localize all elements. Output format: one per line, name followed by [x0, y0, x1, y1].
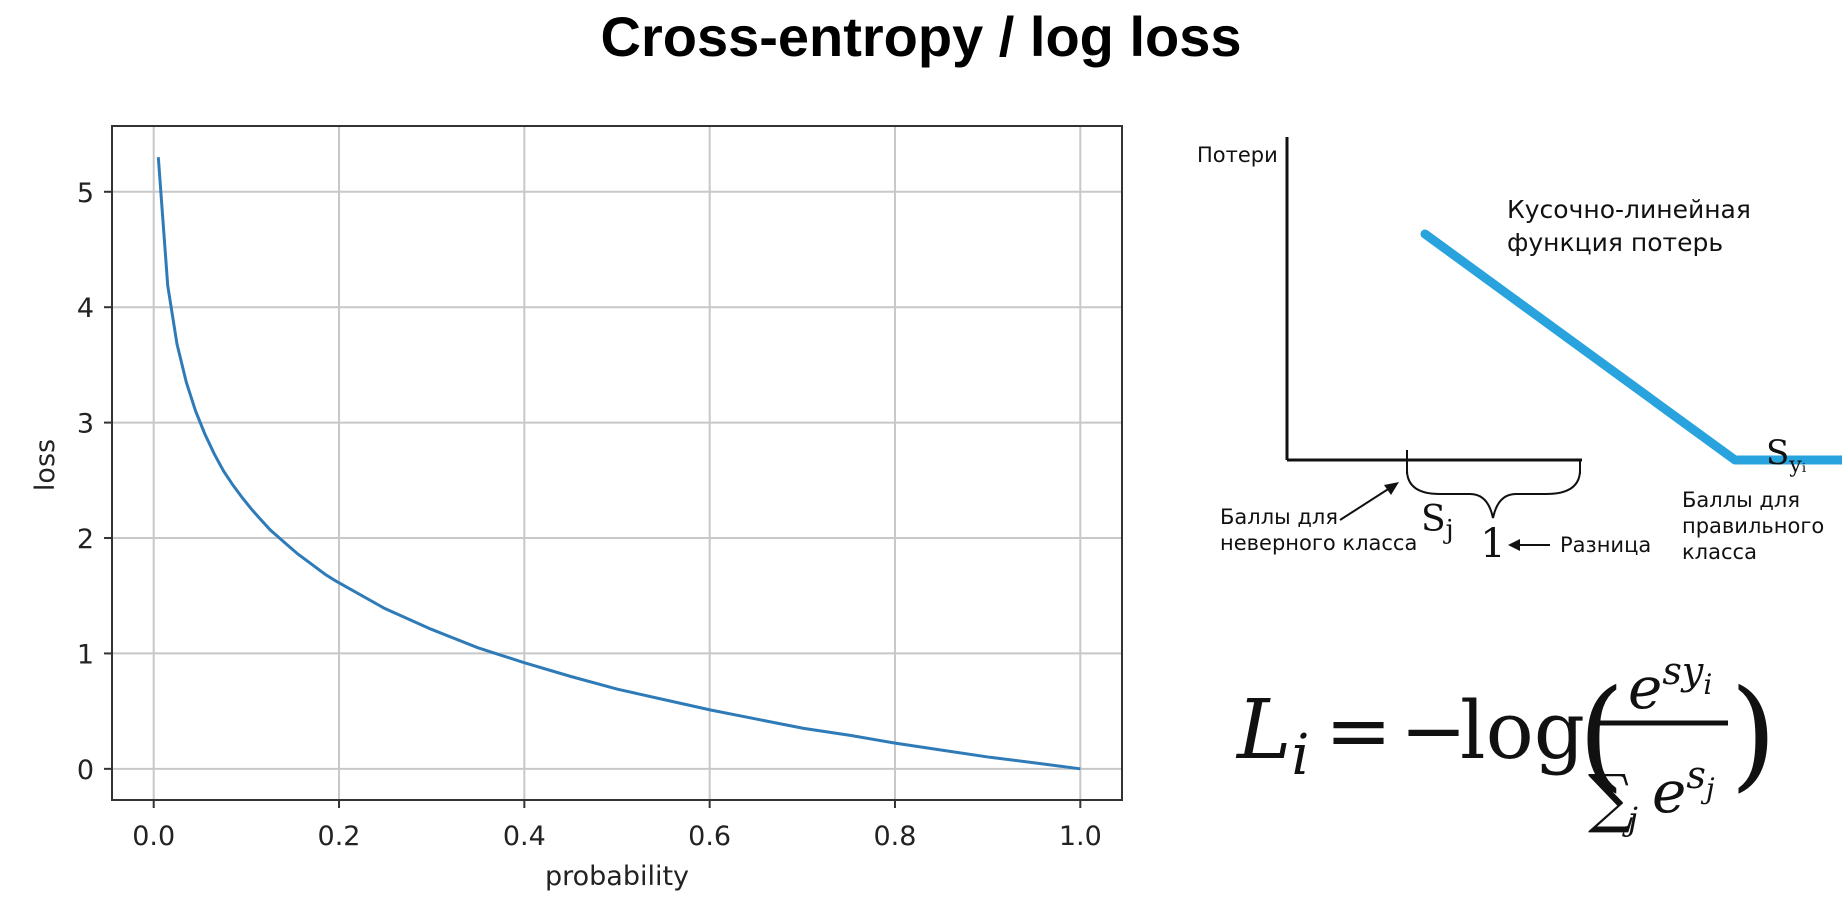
hinge-annotation: Кусочно-линейная функция потерь [1507, 195, 1759, 257]
y-tick-label: 0 [77, 755, 94, 786]
chart-plot-frame [111, 125, 1123, 801]
x-tick-label: 1.0 [1059, 821, 1102, 852]
hinge-x-axis-label: Syᵢ [1766, 433, 1807, 478]
wrong-class-arrow [1339, 482, 1399, 521]
formula-sum: ∑ [1588, 762, 1634, 836]
correct-class-label: Баллы для правильного класса [1682, 488, 1831, 564]
margin-arrow [1508, 539, 1550, 551]
hinge-loss-line [1420, 229, 1842, 465]
x-tick-label: 0.4 [503, 821, 546, 852]
formula-minus: − [1400, 684, 1467, 777]
sj-label: Sj [1421, 499, 1454, 545]
margin-value: 1 [1480, 521, 1505, 567]
y-tick-label: 1 [77, 639, 94, 670]
y-tick-label: 3 [77, 409, 94, 440]
x-tick-label: 0.8 [874, 821, 917, 852]
x-axis-label: probability [545, 861, 689, 892]
formula-numerator: esyi [1628, 649, 1712, 722]
x-tick-label: 0.2 [318, 821, 361, 852]
y-tick-label: 2 [77, 524, 94, 555]
wrong-class-label: Баллы для неверного класса [1220, 505, 1417, 555]
formula-close-paren: ) [1730, 665, 1777, 804]
formula-log: log [1460, 684, 1585, 777]
formula-open-paren: ( [1578, 665, 1625, 804]
page-title: Cross-entropy / log loss [600, 5, 1242, 68]
y-axis-label: loss [30, 439, 61, 491]
x-axis-ticks: 0.0 0.2 0.4 0.6 0.8 1.0 [132, 800, 1102, 852]
formula-lhs: Li [1235, 683, 1309, 788]
y-tick-label: 4 [77, 293, 94, 324]
x-tick-label: 0.6 [688, 821, 731, 852]
margin-label: Разница [1560, 533, 1651, 557]
margin-brace [1406, 469, 1581, 519]
y-tick-label: 5 [77, 178, 94, 209]
hinge-y-axis-label: Потери [1197, 143, 1278, 167]
x-tick-label: 0.0 [132, 821, 175, 852]
y-axis-ticks: 0 1 2 3 4 5 [77, 178, 112, 786]
loss-series-line [156, 157, 1081, 771]
formula-denominator: esj [1652, 753, 1715, 826]
formula-equals: = [1325, 684, 1392, 777]
